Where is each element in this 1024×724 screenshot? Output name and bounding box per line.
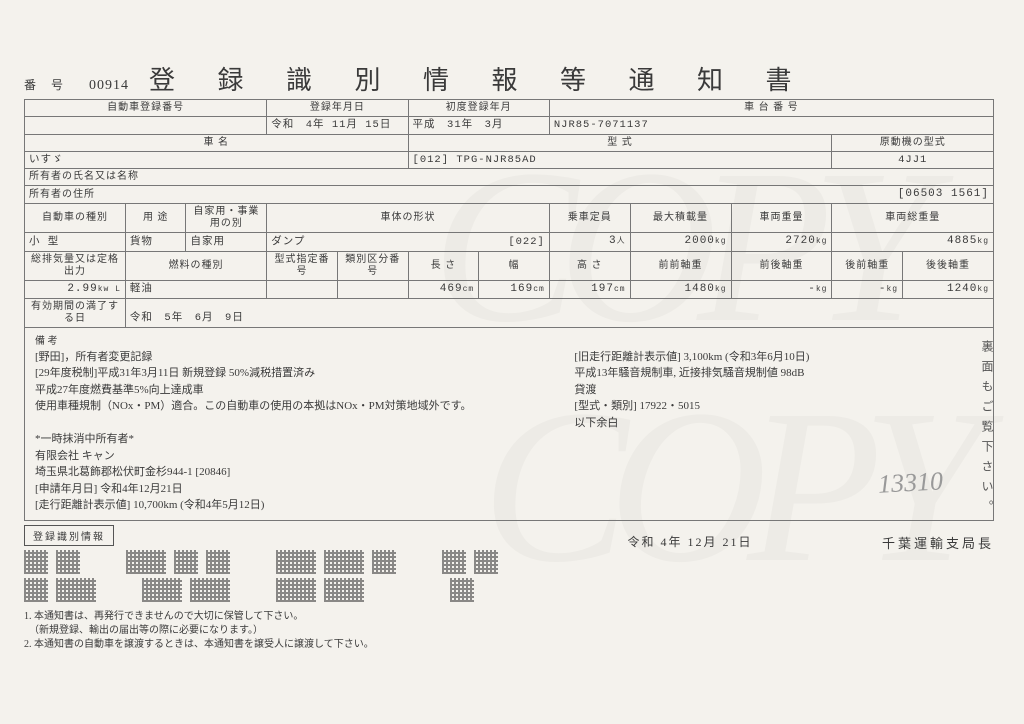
class-header: 自動車の種別: [25, 204, 126, 233]
private-value: 自家用: [186, 233, 267, 251]
owner-addr-header: 所有者の住所: [25, 186, 267, 204]
rf-value: -kg: [832, 280, 903, 298]
length-value: 469cm: [408, 280, 479, 298]
note-2: 2. 本通知書の自動車を譲渡するときは、本通知書を譲受人に譲渡して下さい。: [24, 638, 994, 652]
page-title: 登 録 識 別 情 報 等 通 知 書: [149, 60, 810, 97]
qr-icon: [24, 578, 48, 602]
remarks-left: [野田]，所有者変更記録 [29年度税制]平成31年3月11日 新規登録 50%…: [35, 349, 534, 514]
type-value: [012] TPG-NJR85AD: [408, 151, 832, 169]
qr-icon: [190, 578, 230, 602]
reg-no-value: [25, 117, 267, 135]
qr-icon: [324, 550, 364, 574]
reg-info-label: 登録識別情報: [24, 525, 114, 546]
qr-icon: [276, 550, 316, 574]
owner-name-header: 所有者の氏名又は名称: [25, 169, 994, 186]
fr-value: -kg: [731, 280, 832, 298]
height-value: 197cm: [549, 280, 630, 298]
owner-addr-code: [06503 1561]: [267, 186, 994, 204]
rf-header: 後前軸重: [832, 251, 903, 280]
body-value: ダンプ[022]: [267, 233, 550, 251]
weight-value: 2720kg: [731, 233, 832, 251]
totalweight-header: 車両総重量: [832, 204, 994, 233]
width-value: 169cm: [479, 280, 550, 298]
capacity-header: 乗車定員: [549, 204, 630, 233]
reg-date-value: 令和 4年 11月 15日: [267, 117, 408, 135]
footer-notes: 1. 本通知書は、再発行できませんので大切に保管して下さい。 （新規登録、輸出の…: [24, 610, 994, 652]
cat-header: 類別区分番号: [337, 251, 408, 280]
qr-icon: [206, 550, 230, 574]
qr-icon: [126, 550, 166, 574]
serial-label: 番 号: [24, 76, 69, 93]
header: 番 号 00914 登 録 識 別 情 報 等 通 知 書: [24, 60, 994, 97]
footer: 登録識別情報: [24, 525, 994, 602]
remarks-label: 備 考: [35, 334, 983, 349]
reg-no-header: 自動車登録番号: [25, 100, 267, 117]
private-header: 自家用・事業用の別: [186, 204, 267, 233]
rr-header: 後後軸重: [903, 251, 994, 280]
capacity-value: 3人: [549, 233, 630, 251]
qr-icon: [24, 550, 48, 574]
first-reg-header: 初度登録年月: [408, 100, 549, 117]
maxload-header: 最大積載量: [630, 204, 731, 233]
qr-icon: [474, 550, 498, 574]
bureau: 千葉運輸支局長: [882, 525, 994, 552]
qr-icon: [174, 550, 198, 574]
handwritten-number: 13310: [877, 461, 944, 503]
type-header: 型 式: [408, 134, 832, 151]
qr-icon: [324, 578, 364, 602]
qr-icon: [276, 578, 316, 602]
height-header: 高 さ: [549, 251, 630, 280]
note-1b: （新規登録、輸出の届出等の際に必要になります。）: [24, 624, 994, 638]
class-value: 小 型: [25, 233, 126, 251]
qr-icon: [372, 550, 396, 574]
qr-icon: [56, 550, 80, 574]
ff-value: 1480kg: [630, 280, 731, 298]
expiry-header: 有効期間の満了する日: [25, 298, 126, 327]
qr-row-2: [24, 578, 498, 602]
engine-value: 4JJ1: [832, 151, 994, 169]
remarks-box: 備 考 [野田]，所有者変更記録 [29年度税制]平成31年3月11日 新規登録…: [24, 328, 994, 521]
use-value: 貨物: [125, 233, 186, 251]
maxload-value: 2000kg: [630, 233, 731, 251]
fuel-header: 燃料の種別: [125, 251, 266, 280]
qr-icon: [142, 578, 182, 602]
fuel-value: 軽油: [125, 280, 266, 298]
registration-table: 自動車登録番号 登録年月日 初度登録年月 車 台 番 号 令和 4年 11月 1…: [24, 99, 994, 328]
expiry-value: 令和 5年 6月 9日: [125, 298, 993, 327]
make-value: いすゞ: [25, 151, 409, 169]
make-header: 車 名: [25, 134, 409, 151]
totalweight-value: 4885kg: [832, 233, 994, 251]
weight-header: 車両重量: [731, 204, 832, 233]
engine-header: 原動機の型式: [832, 134, 994, 151]
rr-value: 1240kg: [903, 280, 994, 298]
side-note: 裏面もご覧下さい。: [979, 340, 996, 520]
qr-row-1: [24, 550, 498, 574]
ff-header: 前前軸重: [630, 251, 731, 280]
fr-header: 前後軸重: [731, 251, 832, 280]
cat-value: [337, 280, 408, 298]
body-header: 車体の形状: [267, 204, 550, 233]
first-reg-value: 平成 31年 3月: [408, 117, 549, 135]
use-header: 用 途: [125, 204, 186, 233]
desig-value: [267, 280, 338, 298]
serial-number: 00914: [89, 78, 129, 94]
length-header: 長 さ: [408, 251, 479, 280]
desig-header: 型式指定番号: [267, 251, 338, 280]
issue-date: 令和 4年 12月 21日: [498, 525, 882, 550]
chassis-value: NJR85-7071137: [549, 117, 993, 135]
note-1: 1. 本通知書は、再発行できませんので大切に保管して下さい。: [24, 610, 994, 624]
qr-icon: [442, 550, 466, 574]
reg-date-header: 登録年月日: [267, 100, 408, 117]
disp-value: 2.99kw L: [25, 280, 126, 298]
qr-icon: [56, 578, 96, 602]
width-header: 幅: [479, 251, 550, 280]
qr-icon: [450, 578, 474, 602]
chassis-header: 車 台 番 号: [549, 100, 993, 117]
disp-header: 総排気量又は定格出力: [25, 251, 126, 280]
